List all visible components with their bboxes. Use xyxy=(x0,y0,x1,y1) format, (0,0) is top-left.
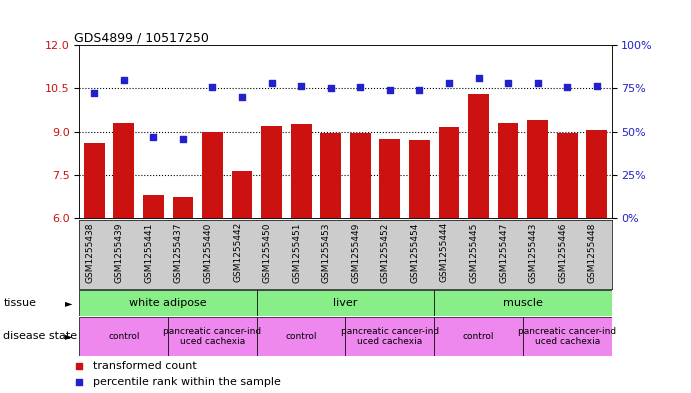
Text: GSM1255442: GSM1255442 xyxy=(233,222,242,283)
Point xyxy=(178,136,189,142)
Point xyxy=(207,84,218,90)
Bar xyxy=(552,220,582,289)
Bar xyxy=(523,220,552,289)
Text: GSM1255450: GSM1255450 xyxy=(263,222,272,283)
Bar xyxy=(439,127,460,218)
Point xyxy=(502,79,513,86)
Text: control: control xyxy=(108,332,140,341)
Text: GSM1255444: GSM1255444 xyxy=(440,222,449,283)
Text: GDS4899 / 10517250: GDS4899 / 10517250 xyxy=(74,31,209,44)
Bar xyxy=(468,94,489,218)
Text: disease state: disease state xyxy=(3,331,77,342)
Bar xyxy=(582,220,612,289)
Bar xyxy=(434,290,612,316)
Point xyxy=(266,79,277,86)
Point xyxy=(340,157,351,163)
Text: GSM1255441: GSM1255441 xyxy=(144,222,153,283)
Text: muscle: muscle xyxy=(503,298,543,308)
Text: GSM1255445: GSM1255445 xyxy=(469,222,478,283)
Text: pancreatic cancer-ind
uced cachexia: pancreatic cancer-ind uced cachexia xyxy=(341,327,439,346)
Point xyxy=(414,87,425,93)
Text: GSM1255446: GSM1255446 xyxy=(558,222,567,283)
Bar xyxy=(231,171,252,218)
Bar xyxy=(375,220,405,289)
Bar xyxy=(113,123,134,218)
Bar xyxy=(409,140,430,218)
Bar xyxy=(498,123,518,218)
Bar xyxy=(316,220,346,289)
Bar xyxy=(79,317,168,356)
Text: ►: ► xyxy=(66,298,73,308)
Point xyxy=(118,77,129,83)
Bar xyxy=(493,220,523,289)
Text: GSM1255438: GSM1255438 xyxy=(85,222,94,283)
Bar xyxy=(291,125,312,218)
Bar xyxy=(202,132,223,218)
Point xyxy=(148,134,159,141)
Point xyxy=(325,85,337,92)
Point xyxy=(354,84,366,90)
Text: tissue: tissue xyxy=(3,298,37,308)
Point xyxy=(296,83,307,89)
Bar xyxy=(587,130,607,218)
Bar xyxy=(434,220,464,289)
Text: GSM1255449: GSM1255449 xyxy=(351,222,360,283)
Bar xyxy=(350,133,370,218)
Bar xyxy=(379,139,400,218)
Text: GSM1255452: GSM1255452 xyxy=(381,222,390,283)
Text: liver: liver xyxy=(333,298,358,308)
Text: control: control xyxy=(285,332,317,341)
Bar xyxy=(261,126,282,218)
Point xyxy=(236,94,247,100)
Bar xyxy=(84,143,104,218)
Text: GSM1255454: GSM1255454 xyxy=(410,222,419,283)
Point xyxy=(532,79,543,86)
Bar xyxy=(257,290,434,316)
Bar xyxy=(464,220,493,289)
Point xyxy=(562,84,573,90)
Bar xyxy=(227,220,257,289)
Point xyxy=(88,90,100,96)
Point xyxy=(473,75,484,81)
Bar xyxy=(168,317,257,356)
Text: GSM1255439: GSM1255439 xyxy=(115,222,124,283)
Bar xyxy=(257,220,286,289)
Text: GSM1255451: GSM1255451 xyxy=(292,222,301,283)
Text: GSM1255440: GSM1255440 xyxy=(203,222,212,283)
Bar xyxy=(109,220,139,289)
Bar xyxy=(346,220,375,289)
Bar xyxy=(79,220,109,289)
Text: GSM1255443: GSM1255443 xyxy=(529,222,538,283)
Text: pancreatic cancer-ind
uced cachexia: pancreatic cancer-ind uced cachexia xyxy=(163,327,262,346)
Bar xyxy=(557,133,578,218)
Text: GSM1255448: GSM1255448 xyxy=(588,222,597,283)
Bar xyxy=(346,317,434,356)
Bar xyxy=(79,290,257,316)
Text: pancreatic cancer-ind
uced cachexia: pancreatic cancer-ind uced cachexia xyxy=(518,327,616,346)
Bar xyxy=(434,317,523,356)
Text: GSM1255447: GSM1255447 xyxy=(499,222,508,283)
Bar xyxy=(198,220,227,289)
Bar xyxy=(321,133,341,218)
Bar xyxy=(168,220,198,289)
Bar xyxy=(527,120,548,218)
Text: ►: ► xyxy=(66,331,73,342)
Bar xyxy=(405,220,434,289)
Bar xyxy=(257,317,346,356)
Point xyxy=(444,79,455,86)
Text: GSM1255437: GSM1255437 xyxy=(174,222,183,283)
Text: transformed count: transformed count xyxy=(93,361,196,371)
Text: white adipose: white adipose xyxy=(129,298,207,308)
Point xyxy=(384,87,395,93)
Bar xyxy=(173,196,193,218)
Bar xyxy=(286,220,316,289)
Bar xyxy=(139,220,168,289)
Text: control: control xyxy=(463,332,494,341)
Point xyxy=(340,309,351,315)
Bar xyxy=(143,195,164,218)
Bar xyxy=(523,317,612,356)
Text: percentile rank within the sample: percentile rank within the sample xyxy=(93,377,281,387)
Point xyxy=(591,83,603,89)
Text: GSM1255453: GSM1255453 xyxy=(322,222,331,283)
